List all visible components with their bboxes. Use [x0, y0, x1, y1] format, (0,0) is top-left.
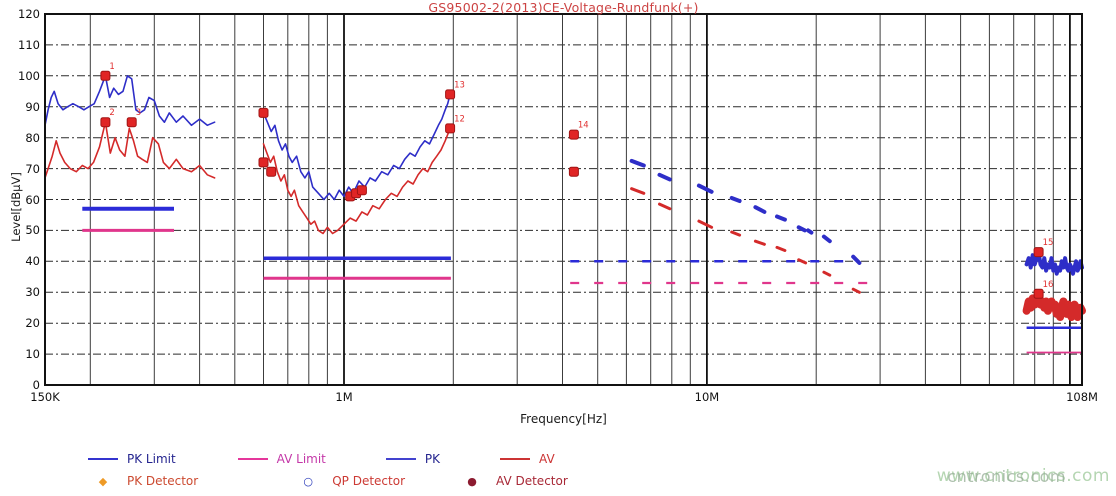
svg-text:14: 14	[578, 121, 589, 131]
x-tick-label: 108M	[1066, 390, 1098, 404]
av-detector-icon: ●	[467, 474, 477, 488]
y-tick-label: 0	[32, 378, 40, 392]
y-tick-label: 40	[25, 254, 40, 269]
plot-area: 1 2 3 13 12 14 15 16	[44, 13, 1086, 386]
legend-item-pk-limit: PK Limit	[88, 452, 176, 466]
pk-limit-line-icon	[88, 458, 118, 460]
svg-text:13: 13	[454, 80, 465, 90]
y-tick-label: 60	[25, 192, 40, 207]
chart-title: GS95002-2(2013)CE-Voltage-Rundfunk(+)	[428, 0, 699, 15]
x-tick-label: 1M	[335, 390, 353, 404]
chart-legend: PK Limit AV Limit PK AV ◆ PK Detector ○ QP Dete…	[88, 448, 788, 492]
svg-text:12: 12	[454, 114, 465, 124]
legend-label: QP Detector	[332, 474, 406, 488]
y-tick-label: 100	[18, 68, 40, 83]
svg-text:2: 2	[109, 108, 114, 118]
legend-row: ◆ PK Detector ○ QP Detector ● AV Detector	[88, 470, 788, 492]
y-tick-label: 70	[25, 161, 40, 176]
watermark-text: www.cntronics.com	[936, 466, 1110, 486]
legend-item-pk: PK	[385, 452, 440, 466]
legend-label: AV Detector	[496, 474, 568, 488]
y-tick-label: 30	[25, 285, 40, 300]
grid-horizontal	[45, 44, 1082, 355]
legend-item-av: AV	[500, 452, 555, 466]
watermark: www.cntronics.com cntronics.com	[937, 466, 1110, 486]
x-tick-label: 150K	[30, 390, 60, 404]
x-tick-label: 10M	[694, 390, 720, 404]
svg-text:15: 15	[1043, 238, 1054, 248]
grid-vertical	[89, 14, 1071, 385]
x-axis-label: Frequency[Hz]	[520, 412, 607, 426]
svg-text:16: 16	[1043, 280, 1054, 290]
y-tick-label: 10	[25, 347, 40, 362]
av-limit-line-icon	[237, 458, 268, 460]
legend-label: PK	[424, 452, 440, 466]
svg-text:3: 3	[136, 108, 141, 118]
pk-detector-icon: ◆	[98, 474, 108, 488]
legend-label: PK Limit	[127, 452, 176, 466]
legend-row: PK Limit AV Limit PK AV	[88, 448, 788, 470]
watermark-text-overlay: cntronics.com	[947, 467, 1066, 486]
av-sw-segments	[630, 187, 861, 294]
pk-limit-line	[82, 206, 1082, 330]
av-trace	[44, 121, 1086, 321]
legend-label: AV	[539, 452, 555, 466]
y-tick-label: 50	[25, 223, 40, 238]
y-tick-label: 90	[25, 99, 40, 114]
legend-label: AV Limit	[276, 452, 326, 466]
av-line-icon	[500, 458, 530, 460]
legend-item-av-limit: AV Limit	[237, 452, 326, 466]
legend-item-pk-detector: ◆ PK Detector	[88, 474, 198, 488]
pk-line-icon	[385, 458, 416, 460]
av-limit-line	[82, 228, 1082, 354]
y-tick-label: 20	[25, 316, 40, 331]
legend-item-qp-detector: ○ QP Detector	[293, 474, 405, 488]
y-tick-label: 110	[18, 37, 40, 52]
pk-sw-segments	[629, 158, 862, 265]
legend-item-av-detector: ● AV Detector	[457, 474, 568, 488]
qp-detector-icon: ○	[303, 474, 314, 488]
y-tick-label: 120	[18, 7, 40, 21]
svg-text:1: 1	[109, 62, 114, 72]
y-tick-label: 80	[25, 130, 40, 145]
pk-trace	[44, 75, 1084, 276]
legend-label: PK Detector	[127, 474, 199, 488]
